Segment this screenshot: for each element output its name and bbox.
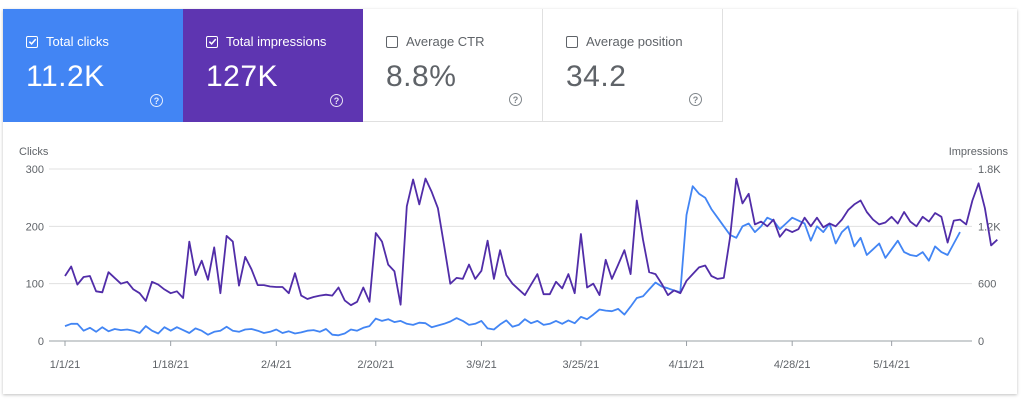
metric-cards: Total clicks 11.2K ? Total impressions 1… — [3, 9, 723, 122]
left-tick-label: 100 — [26, 279, 44, 291]
left-tick-label: 200 — [26, 221, 44, 233]
x-tick-label: 5/14/21 — [873, 359, 910, 371]
x-tick-label: 2/20/21 — [357, 359, 394, 371]
card-label: Average position — [586, 34, 683, 49]
card-value: 34.2 — [566, 60, 627, 93]
right-tick-label: 1.8K — [978, 164, 1001, 176]
total-impressions-card[interactable]: Total impressions 127K ? — [183, 9, 363, 122]
checkbox-icon[interactable] — [566, 35, 578, 48]
card-value: 127K — [206, 60, 279, 93]
card-value: 11.2K — [26, 60, 105, 93]
right-tick-label: 0 — [978, 336, 984, 348]
right-tick-label: 1.2K — [978, 221, 1001, 233]
x-tick-label: 4/11/21 — [669, 359, 705, 371]
average-ctr-card[interactable]: Average CTR 8.8% ? — [363, 9, 543, 122]
checkbox-icon[interactable] — [26, 35, 38, 48]
x-tick-label: 3/9/21 — [466, 359, 497, 371]
left-tick-label: 300 — [26, 164, 44, 176]
clicks-series-line — [64, 185, 961, 337]
right-axis-label: Impressions — [949, 146, 1009, 158]
card-label: Total clicks — [46, 34, 109, 49]
average-position-card[interactable]: Average position 34.2 ? — [543, 9, 723, 122]
card-header: Average position — [566, 34, 683, 49]
card-value: 8.8% — [386, 60, 457, 93]
left-axis-label: Clicks — [19, 146, 49, 158]
checkbox-icon[interactable] — [386, 35, 398, 48]
right-tick-label: 600 — [978, 279, 996, 291]
left-tick-label: 0 — [38, 336, 44, 348]
x-tick-label: 1/18/21 — [152, 359, 189, 371]
help-icon[interactable]: ? — [330, 94, 343, 107]
card-header: Total impressions — [206, 34, 326, 49]
x-tick-label: 3/25/21 — [563, 359, 600, 371]
card-header: Total clicks — [26, 34, 109, 49]
impressions-series-line — [64, 177, 998, 307]
card-header: Average CTR — [386, 34, 485, 49]
x-tick-label: 4/28/21 — [774, 359, 811, 371]
checkbox-icon[interactable] — [206, 35, 218, 48]
help-icon[interactable]: ? — [509, 93, 522, 106]
total-clicks-card[interactable]: Total clicks 11.2K ? — [3, 9, 183, 122]
x-tick-label: 2/4/21 — [261, 359, 292, 371]
card-label: Total impressions — [226, 34, 327, 49]
card-label: Average CTR — [406, 34, 485, 49]
help-icon[interactable]: ? — [150, 94, 163, 107]
x-tick-label: 1/1/21 — [50, 359, 81, 371]
help-icon[interactable]: ? — [689, 93, 702, 106]
